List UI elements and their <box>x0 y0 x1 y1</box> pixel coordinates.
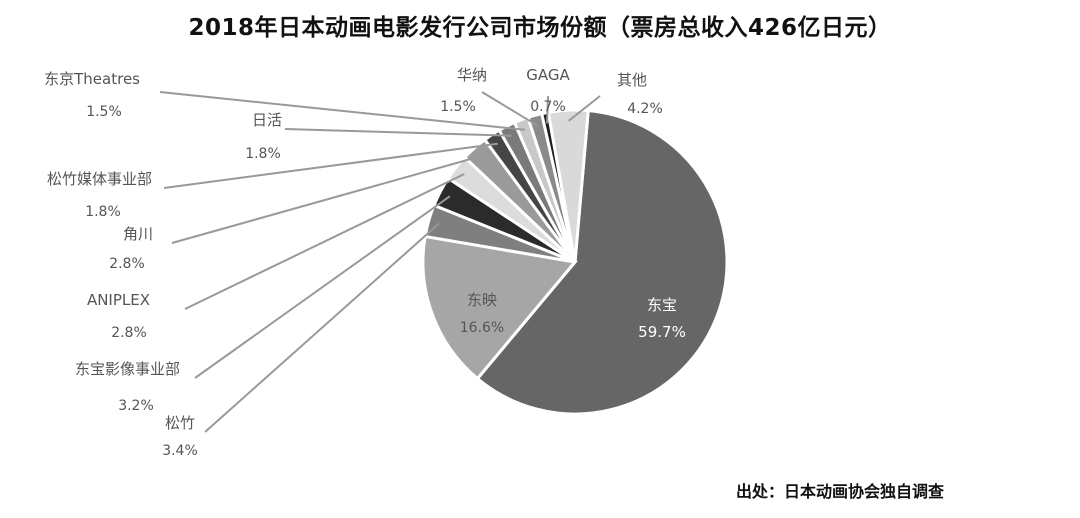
slice-value: 3.2% <box>118 398 154 414</box>
leader-line <box>204 222 440 433</box>
slice-label: 东宝 <box>647 296 677 314</box>
leader-line <box>171 155 482 244</box>
leader-line <box>481 91 539 127</box>
slice-value: 1.8% <box>85 204 121 220</box>
slice-value: 2.8% <box>111 325 147 341</box>
slice-label: 其他 <box>617 71 647 89</box>
slice-value: 3.4% <box>162 443 198 459</box>
pie-slice <box>421 234 578 381</box>
slice-value: 59.7% <box>638 323 686 341</box>
slice-value: 1.5% <box>440 99 476 115</box>
leader-line <box>546 95 549 124</box>
leader-line <box>194 195 451 379</box>
slice-label: 松竹 <box>165 414 195 432</box>
slice-label: 角川 <box>123 225 153 243</box>
leader-line <box>184 173 465 310</box>
slice-label: 东映 <box>467 291 497 309</box>
slice-label: GAGA <box>526 66 570 84</box>
leader-line <box>163 142 498 189</box>
slice-value: 1.5% <box>86 104 122 120</box>
leader-line <box>159 91 526 131</box>
leader-line <box>284 128 512 137</box>
slice-label: 东京Theatres <box>44 70 140 88</box>
source-note: 出处：日本动画协会独自调查 <box>735 482 944 501</box>
slice-value: 0.7% <box>530 99 566 115</box>
pie-slice <box>475 108 729 416</box>
chart-title: 2018年日本动画电影发行公司市场份额（票房总收入426亿日元） <box>188 15 892 41</box>
slice-label: 华纳 <box>457 66 487 84</box>
slice-label: 日活 <box>252 111 282 129</box>
leader-line <box>568 95 601 122</box>
slice-value: 4.2% <box>627 101 663 117</box>
slice-value: 2.8% <box>109 256 145 272</box>
slice-label: 东宝影像事业部 <box>75 360 180 378</box>
slice-value: 16.6% <box>460 320 504 336</box>
slice-label: 松竹媒体事业部 <box>47 170 152 188</box>
slice-value: 1.8% <box>245 146 281 162</box>
slice-label: ANIPLEX <box>87 291 150 309</box>
